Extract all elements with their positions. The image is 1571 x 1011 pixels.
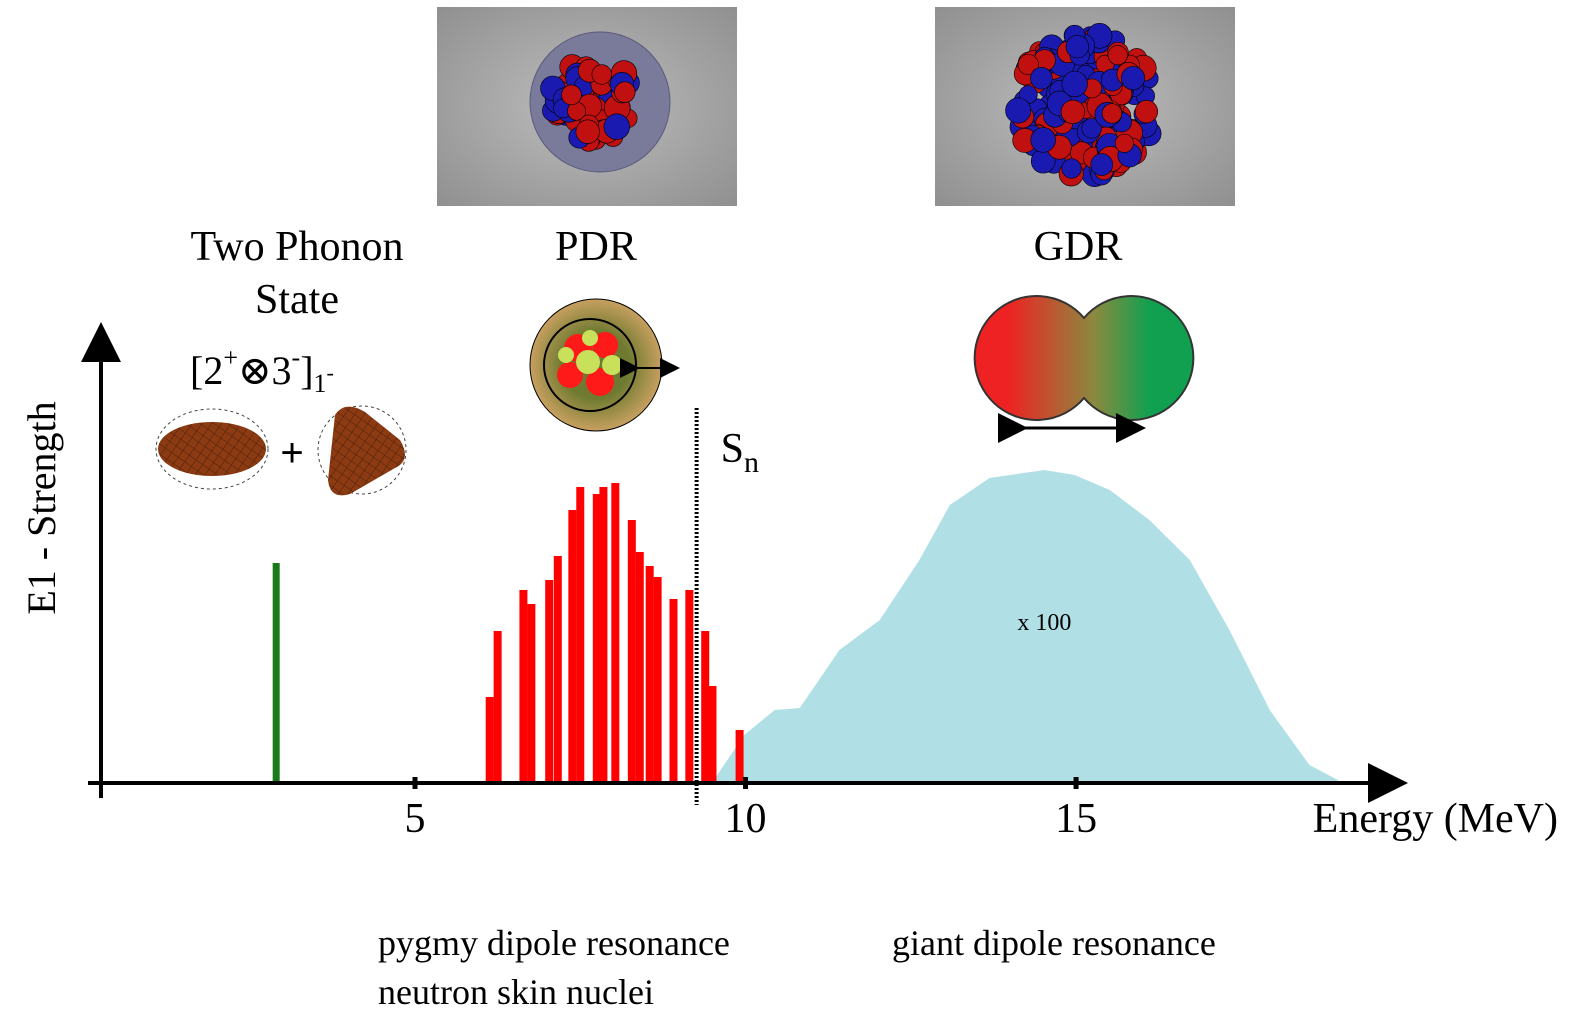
nucleon bbox=[1135, 100, 1158, 123]
bar bbox=[685, 590, 693, 783]
threshold-label: Sn bbox=[721, 426, 759, 479]
nucleon bbox=[1121, 66, 1144, 89]
label: S bbox=[721, 426, 744, 472]
plot-area: x 100 Sn 5 10 15 bbox=[88, 330, 1400, 842]
bar bbox=[545, 580, 553, 783]
nucleon bbox=[1102, 104, 1122, 124]
bar bbox=[554, 556, 562, 783]
bar bbox=[273, 563, 280, 783]
bar bbox=[611, 483, 619, 783]
caption: pygmy dipole resonance bbox=[378, 923, 730, 963]
label: + bbox=[223, 343, 238, 372]
x-tick-label: 5 bbox=[405, 796, 426, 842]
label: GDR bbox=[1034, 224, 1123, 270]
nucleon bbox=[576, 120, 600, 144]
nucleon bbox=[614, 82, 635, 103]
label: ] bbox=[300, 348, 313, 393]
y-axis-label: E1 - Strength bbox=[19, 401, 64, 614]
nucleon bbox=[1115, 134, 1133, 152]
pdr-core bbox=[557, 330, 622, 396]
label: Two Phonon bbox=[191, 224, 404, 270]
bar bbox=[669, 599, 677, 783]
bar bbox=[568, 510, 576, 783]
bar bbox=[736, 730, 744, 783]
x-tick-label: 15 bbox=[1055, 796, 1097, 842]
x-tick-label: 10 bbox=[725, 796, 767, 842]
nucleon bbox=[1108, 45, 1127, 64]
nucleon bbox=[1061, 100, 1085, 124]
nucleon bbox=[604, 114, 630, 140]
bar bbox=[646, 566, 654, 783]
bar bbox=[708, 686, 716, 783]
bar bbox=[527, 604, 535, 783]
nucleon bbox=[1091, 154, 1113, 176]
plus: + bbox=[280, 431, 303, 475]
nucleon bbox=[1031, 128, 1056, 153]
caption: giant dipole resonance bbox=[892, 923, 1216, 963]
bar bbox=[628, 520, 636, 783]
annotation: x 100 bbox=[1017, 610, 1071, 636]
nucleon bbox=[1062, 159, 1082, 179]
bar bbox=[519, 590, 527, 783]
quadrupole-shape bbox=[158, 422, 266, 476]
label: State bbox=[255, 277, 339, 323]
caption: neutron skin nuclei bbox=[378, 972, 654, 1011]
label: - bbox=[327, 360, 334, 385]
nucleon bbox=[1030, 67, 1052, 89]
chart: + Two Phonon State [2+⊗3-]1- PDR GDR pyg… bbox=[0, 0, 1571, 1011]
label: 1 bbox=[314, 369, 327, 398]
label: PDR bbox=[555, 224, 637, 270]
bar bbox=[494, 631, 502, 783]
nucleon bbox=[561, 85, 581, 105]
nucleon bbox=[1066, 35, 1089, 58]
label: - bbox=[292, 343, 301, 372]
configuration: [2+⊗3-]1- bbox=[190, 343, 334, 398]
bar bbox=[654, 577, 662, 783]
gdr-icon bbox=[975, 296, 1194, 420]
nucleon bbox=[592, 65, 612, 85]
bar bbox=[486, 697, 494, 783]
bar bbox=[576, 487, 584, 783]
bar bbox=[701, 631, 709, 783]
nucleon bbox=[1062, 71, 1088, 97]
label: n bbox=[744, 446, 759, 479]
x-axis-label: Energy (MeV) bbox=[1313, 796, 1558, 842]
octupole-shape bbox=[328, 407, 405, 496]
nucleon bbox=[1006, 98, 1031, 123]
bar bbox=[599, 487, 607, 783]
bar bbox=[636, 552, 644, 783]
label: [2 bbox=[190, 348, 223, 393]
label: ⊗3 bbox=[238, 348, 292, 393]
